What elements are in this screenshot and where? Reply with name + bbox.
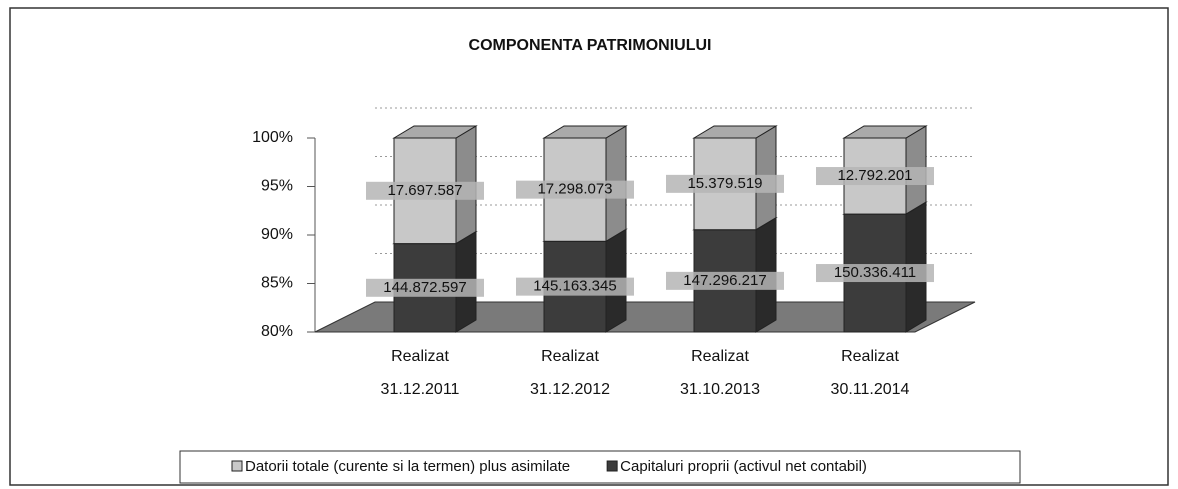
legend-label: Capitaluri proprii (activul net contabil… [620, 458, 867, 475]
y-tick-label: 90% [261, 226, 293, 243]
y-tick-label: 100% [252, 129, 293, 146]
y-tick-label: 85% [261, 275, 293, 292]
legend-box [179, 450, 1021, 484]
legend-label: Datorii totale (curente si la termen) pl… [245, 458, 570, 475]
x-tick-label: Realizat [691, 348, 749, 365]
value-label: 12.792.201 [837, 167, 912, 184]
legend-swatch [606, 460, 618, 472]
chart-title: COMPONENTA PATRIMONIULUI [469, 37, 712, 54]
bar-top [542, 125, 628, 139]
value-label: 145.163.345 [533, 278, 616, 295]
value-label: 144.872.597 [383, 279, 466, 296]
y-tick-label: 95% [261, 178, 293, 195]
value-label: 147.296.217 [683, 272, 766, 289]
value-label-bg [366, 181, 484, 200]
bar-top [392, 125, 478, 139]
x-tick-label: Realizat [841, 348, 899, 365]
x-tick-label: 31.12.2011 [381, 381, 460, 398]
value-label-bg [516, 180, 634, 199]
x-tick-label: Realizat [541, 348, 599, 365]
legend-swatch [231, 460, 243, 472]
bar-top [842, 125, 928, 139]
x-tick-label: 31.12.2012 [530, 381, 610, 398]
value-label-bg [816, 167, 934, 186]
x-tick-label: 30.11.2014 [831, 381, 910, 398]
value-label-bg [516, 277, 634, 296]
value-label-bg [666, 174, 784, 193]
x-tick-label: 31.10.2013 [680, 381, 760, 398]
value-label-bg [366, 278, 484, 297]
bar-top [692, 125, 778, 139]
value-label: 17.697.587 [387, 182, 462, 199]
value-label: 17.298.073 [537, 181, 612, 198]
value-label: 150.336.411 [834, 264, 916, 281]
y-tick-label: 80% [261, 323, 293, 340]
value-label: 15.379.519 [687, 175, 762, 192]
value-label-bg [666, 271, 784, 290]
value-label-bg [816, 264, 934, 283]
x-tick-label: Realizat [391, 348, 449, 365]
